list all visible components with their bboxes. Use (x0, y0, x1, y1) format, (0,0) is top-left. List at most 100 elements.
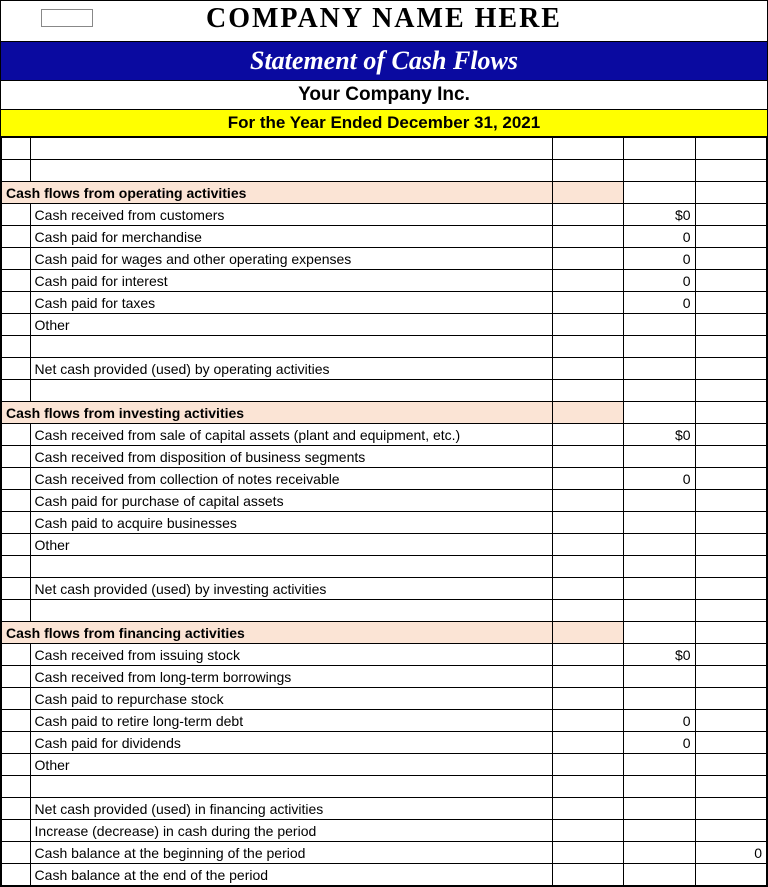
line-item-total (695, 754, 766, 776)
line-item-amount: 0 (624, 292, 695, 314)
line-item: Increase (decrease) in cash during the p… (2, 820, 767, 842)
line-item-amount: 0 (624, 226, 695, 248)
line-item: Cash paid for wages and other operating … (2, 248, 767, 270)
line-item-total (695, 248, 766, 270)
company-banner-text: COMPANY NAME HERE (206, 3, 562, 34)
net-label: Net cash provided (used) by operating ac… (30, 358, 552, 380)
line-item-label: Cash paid for merchandise (30, 226, 552, 248)
line-item-label: Cash received from issuing stock (30, 644, 552, 666)
line-item-amount: 0 (624, 468, 695, 490)
line-item-total (695, 424, 766, 446)
cash-flow-table: Cash flows from operating activitiesCash… (1, 137, 767, 886)
blank-row (2, 160, 767, 182)
line-item-label: Cash received from disposition of busine… (30, 446, 552, 468)
net-row: Net cash provided (used) in financing ac… (2, 798, 767, 820)
line-item-total (695, 270, 766, 292)
blank-row (2, 380, 767, 402)
line-item: Cash received from issuing stock$0 (2, 644, 767, 666)
line-item-label: Cash paid for dividends (30, 732, 552, 754)
section-heading-label: Cash flows from investing activities (2, 402, 553, 424)
line-item-amount: 0 (624, 248, 695, 270)
line-item-amount (624, 534, 695, 556)
section-heading-financing: Cash flows from financing activities (2, 622, 767, 644)
line-item-amount: $0 (624, 424, 695, 446)
blank-row (2, 138, 767, 160)
line-item: Cash paid for interest 0 (2, 270, 767, 292)
line-item: Cash received from long-term borrowings (2, 666, 767, 688)
logo-placeholder (41, 9, 93, 27)
line-item-total (695, 446, 766, 468)
line-item-amount (624, 512, 695, 534)
company-banner: COMPANY NAME HERE (1, 1, 767, 42)
line-item-amount: $0 (624, 204, 695, 226)
line-item-label: Other (30, 534, 552, 556)
line-item-label: Cash received from sale of capital asset… (30, 424, 552, 446)
line-item: Cash received from customers $0 (2, 204, 767, 226)
net-label: Net cash provided (used) by investing ac… (30, 578, 552, 600)
line-item-amount (624, 666, 695, 688)
line-item-total (695, 820, 766, 842)
line-item-total (695, 490, 766, 512)
net-row: Net cash provided (used) by investing ac… (2, 578, 767, 600)
period-line: For the Year Ended December 31, 2021 (1, 110, 767, 137)
line-item-label: Cash paid for taxes (30, 292, 552, 314)
line-item: Other (2, 534, 767, 556)
section-heading-label: Cash flows from operating activities (2, 182, 553, 204)
line-item-label: Cash balance at the beginning of the per… (30, 842, 552, 864)
line-item: Cash received from collection of notes r… (2, 468, 767, 490)
blank-row (2, 776, 767, 798)
line-item: Cash balance at the end of the period (2, 864, 767, 886)
line-item-label: Cash balance at the end of the period (30, 864, 552, 886)
company-name: Your Company Inc. (1, 81, 767, 110)
line-item-label: Cash paid for interest (30, 270, 552, 292)
line-item-amount (624, 446, 695, 468)
line-item-total (695, 226, 766, 248)
line-item-total (695, 864, 766, 886)
line-item-total (695, 644, 766, 666)
line-item: Cash received from disposition of busine… (2, 446, 767, 468)
line-item-total (695, 468, 766, 490)
line-item-total (695, 204, 766, 226)
line-item-amount (624, 754, 695, 776)
blank-row (2, 336, 767, 358)
line-item-amount: 0 (624, 270, 695, 292)
line-item: Cash paid for taxes 0 (2, 292, 767, 314)
line-item-total (695, 314, 766, 336)
net-row: Net cash provided (used) by operating ac… (2, 358, 767, 380)
line-item: Cash paid for merchandise 0 (2, 226, 767, 248)
line-item-total (695, 710, 766, 732)
line-item: Cash received from sale of capital asset… (2, 424, 767, 446)
line-item-amount: 0 (624, 732, 695, 754)
line-item-amount (624, 314, 695, 336)
line-item-total (695, 688, 766, 710)
line-item-label: Increase (decrease) in cash during the p… (30, 820, 552, 842)
line-item: Cash paid for purchase of capital assets (2, 490, 767, 512)
line-item-total (695, 292, 766, 314)
line-item-amount (624, 864, 695, 886)
blank-row (2, 600, 767, 622)
line-item-total: 0 (695, 842, 766, 864)
line-item-amount (624, 490, 695, 512)
section-heading-label: Cash flows from financing activities (2, 622, 553, 644)
line-item-total (695, 534, 766, 556)
section-heading-operating: Cash flows from operating activities (2, 182, 767, 204)
cash-flow-sheet: COMPANY NAME HERE Statement of Cash Flow… (0, 0, 768, 887)
line-item-amount (624, 820, 695, 842)
line-item-label: Cash received from collection of notes r… (30, 468, 552, 490)
line-item-label: Cash paid to acquire businesses (30, 512, 552, 534)
line-item-label: Cash paid for wages and other operating … (30, 248, 552, 270)
line-item-label: Other (30, 754, 552, 776)
blank-row (2, 556, 767, 578)
line-item-amount: 0 (624, 710, 695, 732)
line-item-label: Cash paid to repurchase stock (30, 688, 552, 710)
line-item-total (695, 666, 766, 688)
line-item-label: Cash paid for purchase of capital assets (30, 490, 552, 512)
line-item-label: Cash received from customers (30, 204, 552, 226)
line-item: Other (2, 754, 767, 776)
line-item: Other (2, 314, 767, 336)
statement-title: Statement of Cash Flows (1, 42, 767, 81)
section-heading-investing: Cash flows from investing activities (2, 402, 767, 424)
line-item-label: Cash received from long-term borrowings (30, 666, 552, 688)
line-item-label: Cash paid to retire long-term debt (30, 710, 552, 732)
line-item: Cash paid to acquire businesses (2, 512, 767, 534)
